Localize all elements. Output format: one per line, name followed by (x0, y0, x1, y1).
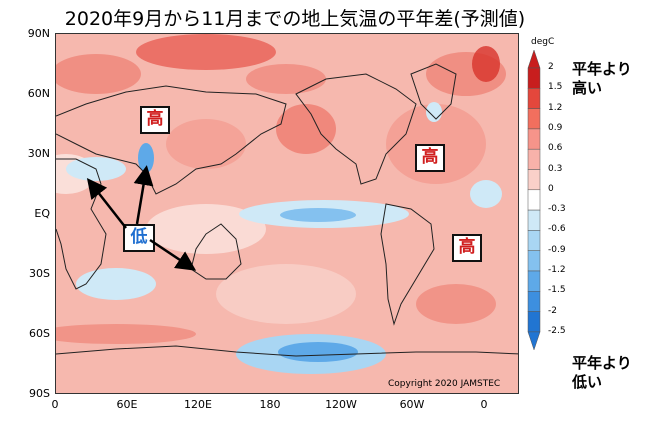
colorbar-bottom-extension (527, 331, 541, 351)
colorbar-tick-label: 0.3 (548, 163, 563, 174)
map-title: 2020年9月から11月までの地上気温の平年差(予測値) (64, 8, 526, 30)
lat-label-30s: 30S (29, 267, 50, 280)
colorbar-swatch (527, 67, 541, 89)
colorbar-tick-label: 2 (548, 62, 554, 72)
colorbar-tick-label: -0.6 (548, 224, 566, 235)
colorbar-swatch (527, 311, 541, 333)
lon-label-120e: 120E (184, 398, 212, 411)
colorbar-swatch (527, 291, 541, 312)
lon-label-120w: 120W (325, 398, 357, 411)
colorbar-swatch (527, 270, 541, 292)
colorbar-swatch (527, 230, 541, 251)
colorbar-tick-label: 1.2 (548, 102, 563, 113)
colorbar-tick-label: -1.5 (548, 285, 566, 296)
lon-label-0-right: 0 (480, 398, 488, 411)
low-marker-indian-ocean: 低 (123, 224, 155, 252)
high-marker-asia: 高 (140, 106, 170, 134)
high-marker-atlantic: 高 (415, 144, 445, 172)
lat-label-60n: 60N (27, 87, 50, 100)
colorbar-unit: degC (531, 37, 555, 47)
lat-label-90s: 90S (29, 387, 50, 400)
lat-label-eq: EQ (34, 207, 50, 220)
lon-label-60e: 60E (116, 398, 138, 411)
lon-label-0: 0 (51, 398, 59, 411)
colorbar-tick-label: -0.3 (548, 204, 566, 215)
colorbar (527, 49, 541, 351)
colorbar-tick-label: 0 (548, 183, 554, 194)
high-marker-south-atlantic: 高 (452, 234, 482, 262)
lat-label-60s: 60S (29, 327, 50, 340)
colorbar-tick-label: -2.5 (548, 325, 566, 336)
colorbar-swatch (527, 148, 541, 170)
colorbar-tick-label: 0.9 (548, 122, 563, 133)
colorbar-swatch (527, 128, 541, 150)
colorbar-tick-label: 1.5 (548, 82, 563, 93)
legend-high-label: 平年より 高い (572, 60, 632, 98)
temperature-anomaly-map (55, 33, 519, 394)
legend-low-label: 平年より 低い (572, 354, 632, 392)
lon-label-180: 180 (259, 398, 281, 411)
colorbar-tick-label: -1.2 (548, 265, 566, 275)
colorbar-swatch (527, 250, 541, 272)
lat-label-90n: 90N (27, 27, 50, 40)
colorbar-swatch (527, 209, 541, 231)
lon-label-60w: 60W (399, 398, 425, 411)
legend-low-text: 平年より 低い (572, 354, 632, 391)
colorbar-tick-label: -2 (548, 305, 557, 316)
colorbar-swatch (527, 169, 541, 191)
colorbar-tick-label: -0.9 (548, 244, 566, 255)
colorbar-swatch (527, 108, 541, 130)
lat-label-30n: 30N (27, 147, 50, 160)
colorbar-top-extension (527, 49, 541, 69)
colorbar-tick-label: 0.6 (548, 143, 563, 154)
copyright-text: Copyright 2020 JAMSTEC (388, 379, 501, 389)
anomaly-field (56, 34, 518, 393)
legend-high-text: 平年より 高い (572, 60, 632, 97)
colorbar-swatch (527, 189, 541, 211)
colorbar-swatch (527, 88, 541, 109)
